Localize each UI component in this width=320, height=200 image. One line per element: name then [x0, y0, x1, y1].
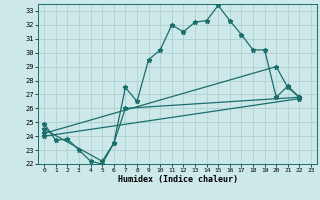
X-axis label: Humidex (Indice chaleur): Humidex (Indice chaleur) [118, 175, 238, 184]
